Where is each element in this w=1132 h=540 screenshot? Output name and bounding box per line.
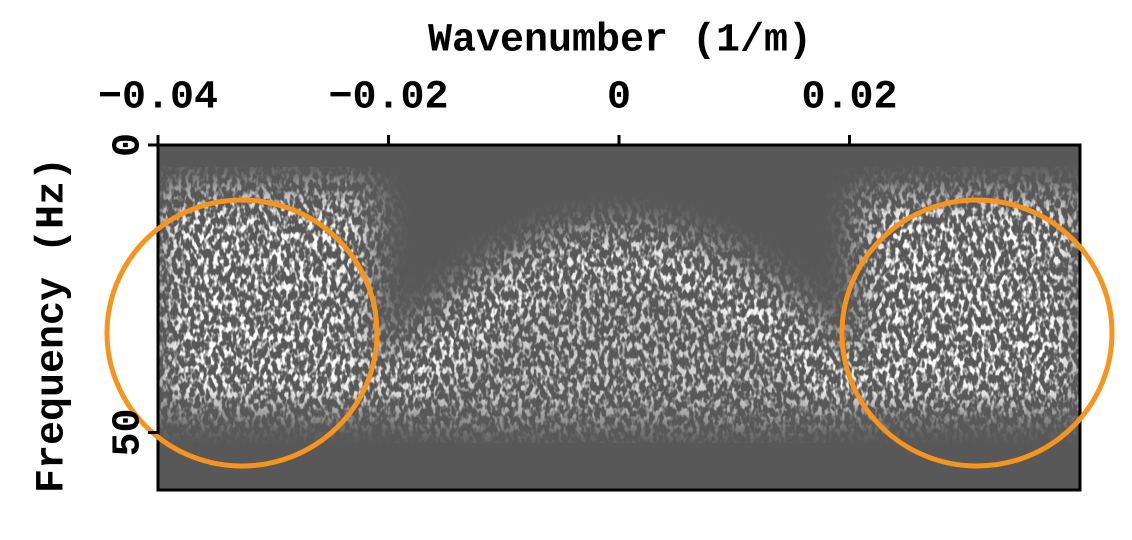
x-axis-title: Wavenumber (1/m) — [428, 19, 812, 64]
x-tick-label: 0.02 — [801, 76, 897, 121]
x-tick-label: 0 — [607, 76, 631, 121]
annotation-circle — [839, 197, 1115, 469]
x-tick-label: −0.04 — [98, 76, 218, 121]
y-tick-label: 50 — [107, 408, 152, 456]
annotation-circle — [104, 197, 380, 469]
y-axis-title: Frequency (Hz) — [31, 157, 76, 493]
plot-image — [156, 143, 1082, 492]
x-tick-label: −0.02 — [328, 76, 448, 121]
y-tick-label: 0 — [107, 133, 152, 157]
